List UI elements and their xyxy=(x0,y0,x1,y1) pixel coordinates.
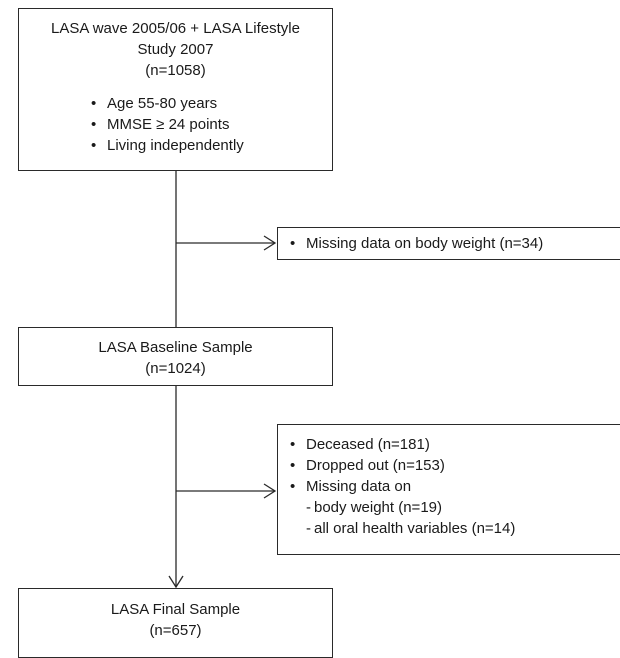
flow-connectors xyxy=(168,171,277,589)
baseline-count: (n=1024) xyxy=(145,360,206,377)
baseline-title: LASA Baseline Sample xyxy=(98,339,253,356)
exclusion-box-1: Missing data on body weight (n=34) xyxy=(277,227,620,260)
exclusion-box-2: Deceased (n=181) Dropped out (n=153) Mis… xyxy=(277,424,620,555)
subitem-oral-health: - all oral health variables (n=14) xyxy=(306,520,516,537)
exclusion-1-list: Missing data on body weight (n=34) xyxy=(285,233,620,254)
subitem-body-weight-text: body weight (n=19) xyxy=(314,499,442,516)
start-sample-box: LASA wave 2005/06 + LASA Lifestyle Study… xyxy=(18,8,333,171)
inclusion-criteria-list: Age 55-80 years MMSE ≥ 24 points Living … xyxy=(19,93,332,156)
arrowhead-final xyxy=(168,575,184,589)
final-sample-box: LASA Final Sample (n=657) xyxy=(18,588,333,658)
start-count: (n=1058) xyxy=(145,62,206,79)
start-title-line-2: Study 2007 xyxy=(137,41,214,58)
exclusion-missing-data: Missing data on xyxy=(285,476,620,497)
subitem-body-weight: - body weight (n=19) xyxy=(306,499,442,516)
arrowhead-exclusion-1 xyxy=(263,235,277,251)
subitem-oral-health-text: all oral health variables (n=14) xyxy=(314,520,516,537)
exclusion-2-list: Deceased (n=181) Dropped out (n=153) Mis… xyxy=(285,434,620,497)
criterion-mmse: MMSE ≥ 24 points xyxy=(86,114,332,135)
final-count: (n=657) xyxy=(149,622,202,639)
exclusion-missing-body-weight: Missing data on body weight (n=34) xyxy=(285,233,620,254)
criterion-living: Living independently xyxy=(86,135,332,156)
start-title-line-1: LASA wave 2005/06 + LASA Lifestyle xyxy=(51,20,300,37)
exclusion-deceased: Deceased (n=181) xyxy=(285,434,620,455)
exclusion-dropped-out: Dropped out (n=153) xyxy=(285,455,620,476)
final-title: LASA Final Sample xyxy=(110,601,241,618)
arrowhead-exclusion-2 xyxy=(263,483,277,499)
baseline-sample-box: LASA Baseline Sample (n=1024) xyxy=(18,327,333,386)
criterion-age: Age 55-80 years xyxy=(86,93,332,114)
